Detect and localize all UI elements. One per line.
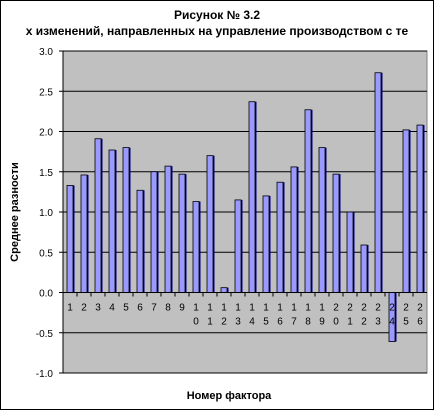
x-tick-label: 5 [123,303,129,314]
x-tick-label: 4 [109,303,115,314]
bar-factor-23 [374,72,382,293]
y-tick-label: 0.5 [39,248,53,259]
x-tick-label: 9 [179,303,185,314]
bars [66,72,425,343]
x-tick-label: 8 [165,303,171,314]
y-axis-ticks: 3.0 2.5 2.0 1.5 1.0 0.5 0.0 -0.5 -1.0 [36,47,64,380]
bar-factor-18 [304,109,312,293]
y-tick-label: 0.0 [39,289,53,300]
bar-factor-17 [290,166,298,293]
y-tick-label: 2.0 [39,128,53,139]
bar-factor-25 [402,129,410,293]
x-axis-ticks: 1 2 3 4 5 6 7 8 9 1 01 11 21 31 41 51 61 71 81 92 02 12 22 32 42… [62,292,427,328]
x-tick-label: 3 [95,303,101,314]
x-axis-title: Номер фактора [187,390,272,402]
y-tick-label: 1.5 [39,168,53,179]
bar-factor-16 [276,181,284,293]
x-tick-label: 2 [81,303,87,314]
y-tick-label: 2.5 [39,87,53,98]
y-tick-label: 3.0 [39,47,53,58]
x-tick-label: 1 [67,303,73,314]
bar-factor-20 [332,173,340,293]
bar-factor-2 [80,174,88,293]
bar-factor-11 [206,155,214,293]
bar-factor-1 [66,185,74,293]
chart-title: Рисунок № 3.2 [174,8,260,22]
bar-factor-6 [136,189,144,293]
bar-factor-3 [94,138,102,293]
bar-factor-15 [262,195,270,293]
bar-factor-22 [360,244,368,293]
bar-factor-9 [178,173,186,293]
bar-factor-26 [416,124,424,293]
y-tick-label: -0.5 [36,329,54,340]
bar-factor-8 [164,165,172,293]
bar-factor-4 [108,149,116,293]
y-tick-label: 1.0 [39,208,53,219]
bar-factor-7 [150,171,158,293]
bar-factor-5 [122,147,130,293]
bar-factor-13 [234,199,242,293]
bar-factor-19 [318,147,326,293]
chart-subtitle: х изменений, направленных на управление … [26,24,409,38]
x-tick-label: 7 [151,303,157,314]
y-tick-label: -1.0 [36,369,54,380]
bar-factor-14 [248,101,256,293]
bar-factor-21 [346,211,354,293]
y-axis-title: Среднее разности [9,162,21,262]
x-tick-label: 6 [137,303,143,314]
bar-factor-12 [220,287,228,293]
bar-factor-10 [192,201,200,293]
